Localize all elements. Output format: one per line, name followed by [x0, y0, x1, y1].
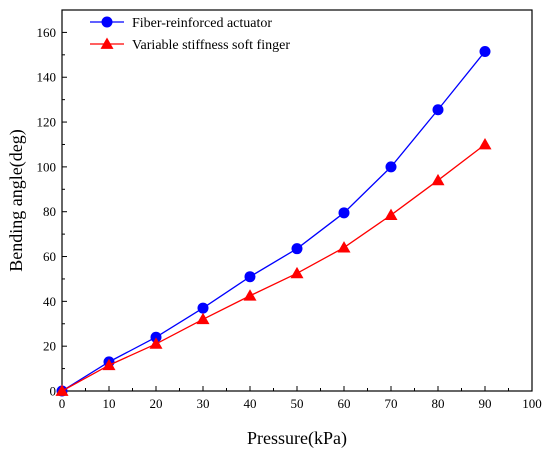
legend-label: Variable stiffness soft finger	[132, 38, 290, 53]
fiber-reinforced-actuator-point	[291, 243, 303, 255]
legend-marker	[101, 16, 113, 28]
x-tick-label: 40	[244, 396, 257, 411]
variable-stiffness-soft-finger-point	[384, 208, 398, 220]
y-axis-ticks: 0 20 40 60 80 100 120 140 160	[37, 9, 67, 399]
y-tick-label: 140	[37, 70, 57, 85]
fiber-reinforced-actuator-line	[61, 51, 486, 392]
series-layer	[55, 45, 492, 397]
plot-border	[61, 9, 533, 392]
y-tick-label: 60	[43, 249, 56, 264]
legend-item-fiber-reinforced-actuator: Fiber-reinforced actuator	[90, 16, 272, 31]
y-tick-label: 120	[37, 115, 57, 130]
legend: Fiber-reinforced actuator Variable stiffn…	[90, 16, 290, 53]
x-tick-label: 10	[103, 396, 116, 411]
x-tick-label: 70	[385, 396, 398, 411]
y-tick-label: 20	[43, 339, 56, 354]
legend-item-variable-stiffness-soft-finger: Variable stiffness soft finger	[90, 37, 290, 53]
fiber-reinforced-actuator-point	[197, 302, 209, 314]
x-tick-label: 60	[338, 396, 351, 411]
fiber-reinforced-actuator-point	[479, 45, 491, 57]
x-tick-label: 0	[59, 396, 66, 411]
x-tick-label: 80	[432, 396, 445, 411]
variable-stiffness-soft-finger-point	[431, 173, 445, 186]
x-tick-label: 30	[197, 396, 210, 411]
fiber-reinforced-actuator-point	[385, 161, 397, 173]
x-axis-title: Pressure(kPa)	[247, 428, 347, 449]
fiber-reinforced-actuator-point	[432, 104, 444, 116]
y-tick-label: 160	[37, 25, 57, 40]
variable-stiffness-soft-finger-point	[337, 241, 351, 253]
x-axis-ticks: 0 10 20 30 40 50 60 70 80 90 100	[59, 386, 542, 411]
variable-stiffness-soft-finger-line	[61, 143, 486, 392]
legend-label: Fiber-reinforced actuator	[132, 16, 272, 31]
x-tick-label: 100	[522, 396, 542, 411]
y-axis-title: Bending angle(deg)	[6, 129, 27, 271]
y-tick-label: 80	[43, 204, 56, 219]
fiber-reinforced-actuator-point	[338, 207, 350, 219]
fiber-reinforced-actuator-point	[244, 271, 256, 283]
fiber-reinforced-actuator-point	[150, 331, 162, 343]
y-tick-label: 0	[50, 384, 57, 399]
y-tick-label: 100	[37, 159, 57, 174]
variable-stiffness-soft-finger-point	[102, 358, 116, 371]
series-fiber-reinforced-actuator	[56, 45, 491, 397]
variable-stiffness-soft-finger-point	[290, 266, 304, 279]
variable-stiffness-soft-finger-point	[149, 337, 163, 349]
series-variable-stiffness-soft-finger	[55, 137, 492, 396]
x-tick-label: 20	[150, 396, 163, 411]
y-tick-label: 40	[43, 294, 56, 309]
legend-marker	[100, 37, 114, 49]
x-tick-label: 50	[291, 396, 304, 411]
variable-stiffness-soft-finger-point	[196, 312, 210, 325]
x-tick-label: 90	[479, 396, 492, 411]
variable-stiffness-soft-finger-point	[55, 384, 69, 396]
variable-stiffness-soft-finger-point	[478, 137, 492, 150]
variable-stiffness-soft-finger-point	[243, 289, 257, 301]
plot-frame	[61, 9, 533, 392]
